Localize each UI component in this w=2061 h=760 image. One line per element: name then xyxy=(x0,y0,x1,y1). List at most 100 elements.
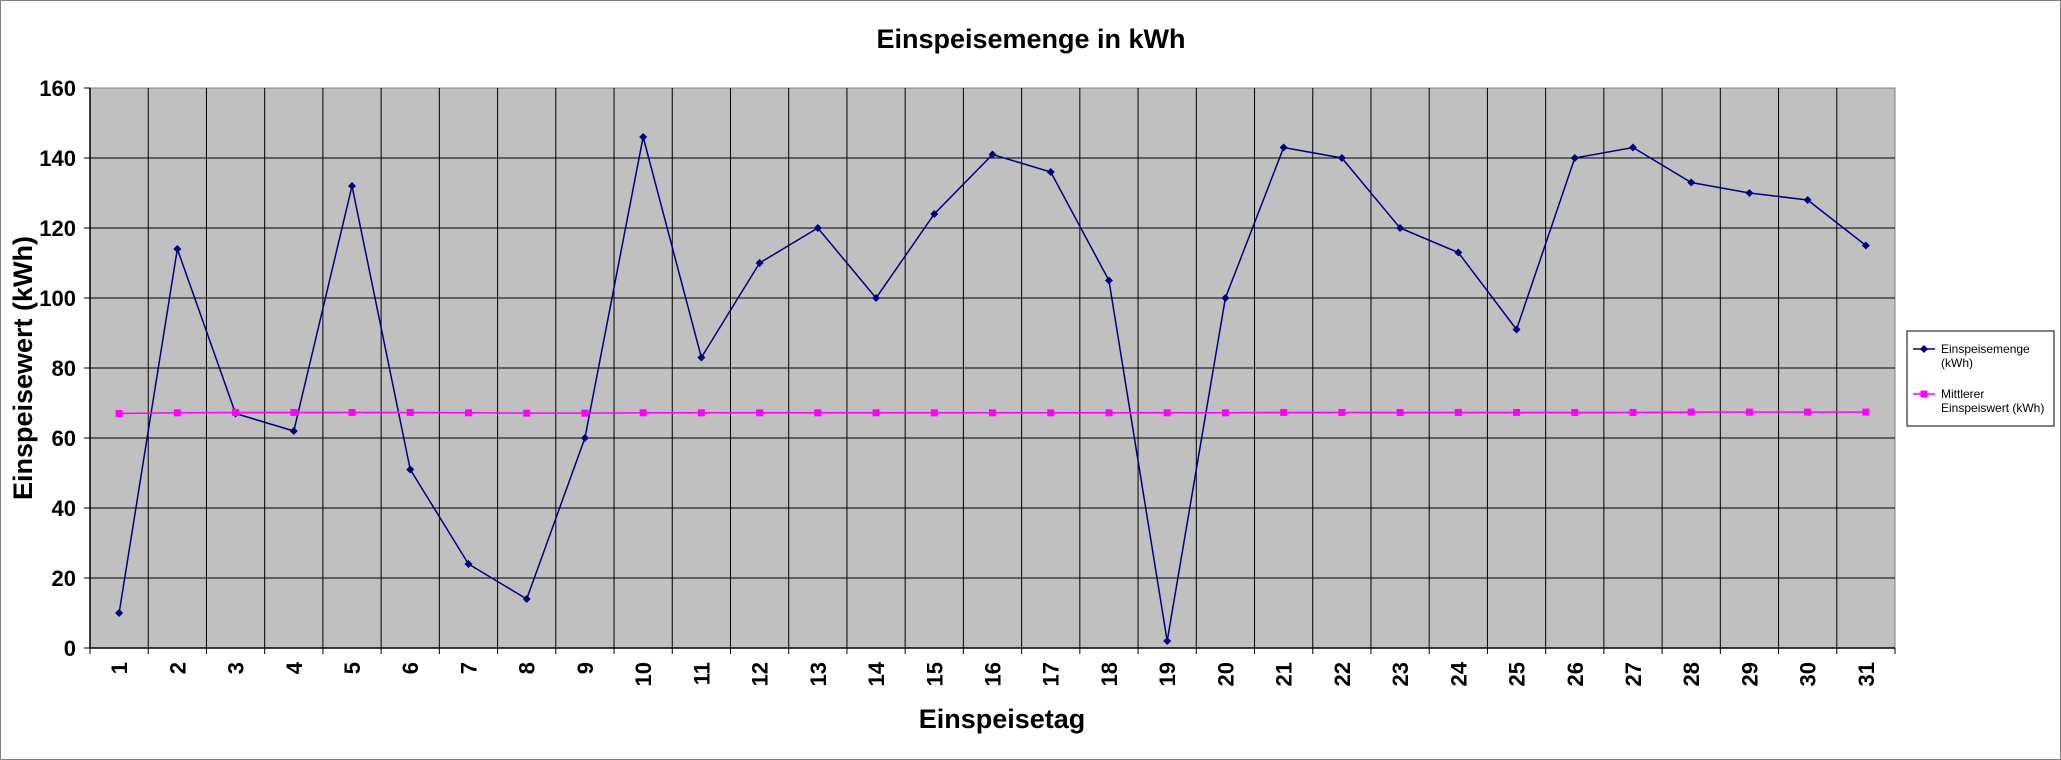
data-point xyxy=(697,353,706,362)
x-tick-label: 27 xyxy=(1621,662,1646,686)
x-tick-label: 3 xyxy=(224,662,249,674)
data-point xyxy=(290,408,298,416)
x-tick-label: 20 xyxy=(1213,662,1238,686)
data-point xyxy=(1280,408,1288,416)
data-point xyxy=(1745,408,1753,416)
data-point xyxy=(1862,408,1870,416)
y-axis-title: Einspeisewert (kWh) xyxy=(8,236,38,500)
x-tick-label: 12 xyxy=(748,662,773,686)
data-point xyxy=(1804,408,1812,416)
series-layer xyxy=(115,133,1870,645)
x-tick-label: 8 xyxy=(515,662,540,674)
data-point xyxy=(348,408,356,416)
x-tick-labels: 1 2 3 4 5 6 7 8 9 10 11 12 13 14 15 16 17 18 19 20 21 22 23 24 2… xyxy=(107,661,1879,686)
x-tick-label: 5 xyxy=(340,662,365,674)
x-tick-label: 6 xyxy=(398,662,423,674)
x-tick-label: 29 xyxy=(1737,662,1762,686)
data-point xyxy=(115,410,123,417)
x-tick-label: 24 xyxy=(1446,661,1471,686)
data-point xyxy=(1513,408,1521,416)
x-tick-label: 10 xyxy=(631,662,656,686)
y-tick-label: 140 xyxy=(39,146,76,171)
x-tick-label: 9 xyxy=(573,662,598,674)
x-tick-label: 21 xyxy=(1272,662,1297,686)
data-point xyxy=(232,408,240,416)
data-point xyxy=(639,133,648,141)
data-point xyxy=(639,409,647,417)
legend-label: Einspeiswert (kWh) xyxy=(1941,401,2044,415)
data-point xyxy=(406,465,415,474)
data-point xyxy=(1047,409,1055,417)
data-point xyxy=(1046,168,1055,176)
y-tick-labels: 0 20 40 60 80 100 120 140 160 xyxy=(39,76,76,661)
data-point xyxy=(348,182,357,190)
data-point xyxy=(872,294,881,302)
data-point xyxy=(1454,408,1462,416)
data-point xyxy=(1571,408,1579,416)
axes xyxy=(84,87,1896,654)
data-point xyxy=(1221,409,1229,417)
data-point xyxy=(523,409,531,417)
data-point xyxy=(173,245,182,253)
x-tick-label: 16 xyxy=(981,662,1006,686)
y-tick-label: 100 xyxy=(39,286,76,311)
data-point xyxy=(581,409,589,417)
data-point xyxy=(1687,178,1696,187)
data-point xyxy=(1396,224,1405,232)
legend-box xyxy=(1906,330,2055,427)
x-tick-label: 15 xyxy=(922,662,947,686)
data-point xyxy=(580,434,589,442)
data-point xyxy=(1337,154,1346,162)
data-point xyxy=(755,259,764,267)
data-point xyxy=(1628,143,1637,152)
grid-lines xyxy=(90,88,1895,648)
data-point xyxy=(1338,408,1346,416)
x-tick-label: 23 xyxy=(1388,662,1413,686)
data-point xyxy=(988,150,997,159)
legend-marker xyxy=(1920,345,1928,353)
data-point xyxy=(813,224,822,232)
legend-label: Einspeisemenge xyxy=(1941,342,2030,356)
data-point xyxy=(989,409,996,417)
data-point xyxy=(1512,325,1521,334)
legend: Einspeisemenge(kWh) MittlererEinspeiswert… xyxy=(1906,330,2055,427)
data-point xyxy=(1687,408,1695,416)
data-point xyxy=(1861,241,1870,250)
data-point xyxy=(872,409,880,417)
data-point xyxy=(930,409,938,417)
data-point xyxy=(1803,196,1812,204)
x-tick-label: 17 xyxy=(1039,662,1064,686)
legend-marker xyxy=(1920,390,1928,398)
x-tick-label: 31 xyxy=(1854,662,1879,686)
data-point xyxy=(464,409,472,417)
chart-title: Einspeisemenge in kWh xyxy=(876,24,1185,54)
y-tick-label: 0 xyxy=(64,636,76,661)
x-tick-label: 4 xyxy=(282,661,307,674)
y-tick-label: 80 xyxy=(52,356,76,381)
x-tick-label: 11 xyxy=(689,662,714,685)
data-point xyxy=(115,609,124,617)
x-tick-label: 22 xyxy=(1330,662,1355,686)
y-tick-label: 60 xyxy=(52,426,76,451)
y-tick-label: 40 xyxy=(52,496,76,521)
legend-label: (kWh) xyxy=(1941,356,1973,370)
x-tick-label: 30 xyxy=(1796,662,1821,686)
legend-label: Mittlerer xyxy=(1941,387,1984,401)
series-2 xyxy=(115,408,1870,417)
data-point xyxy=(522,595,531,603)
x-tick-label: 25 xyxy=(1505,662,1530,686)
data-point xyxy=(1396,408,1404,416)
data-point xyxy=(930,210,939,218)
legend-item: Einspeisemenge(kWh) xyxy=(1913,342,2030,370)
data-point xyxy=(464,560,473,568)
x-tick-label: 7 xyxy=(456,662,481,674)
data-point xyxy=(1163,409,1171,417)
data-point xyxy=(289,427,298,435)
y-tick-label: 20 xyxy=(52,566,76,591)
y-tick-label: 160 xyxy=(39,76,76,101)
series-1 xyxy=(115,133,1870,645)
x-tick-label: 14 xyxy=(864,661,889,686)
data-point xyxy=(1629,408,1637,416)
